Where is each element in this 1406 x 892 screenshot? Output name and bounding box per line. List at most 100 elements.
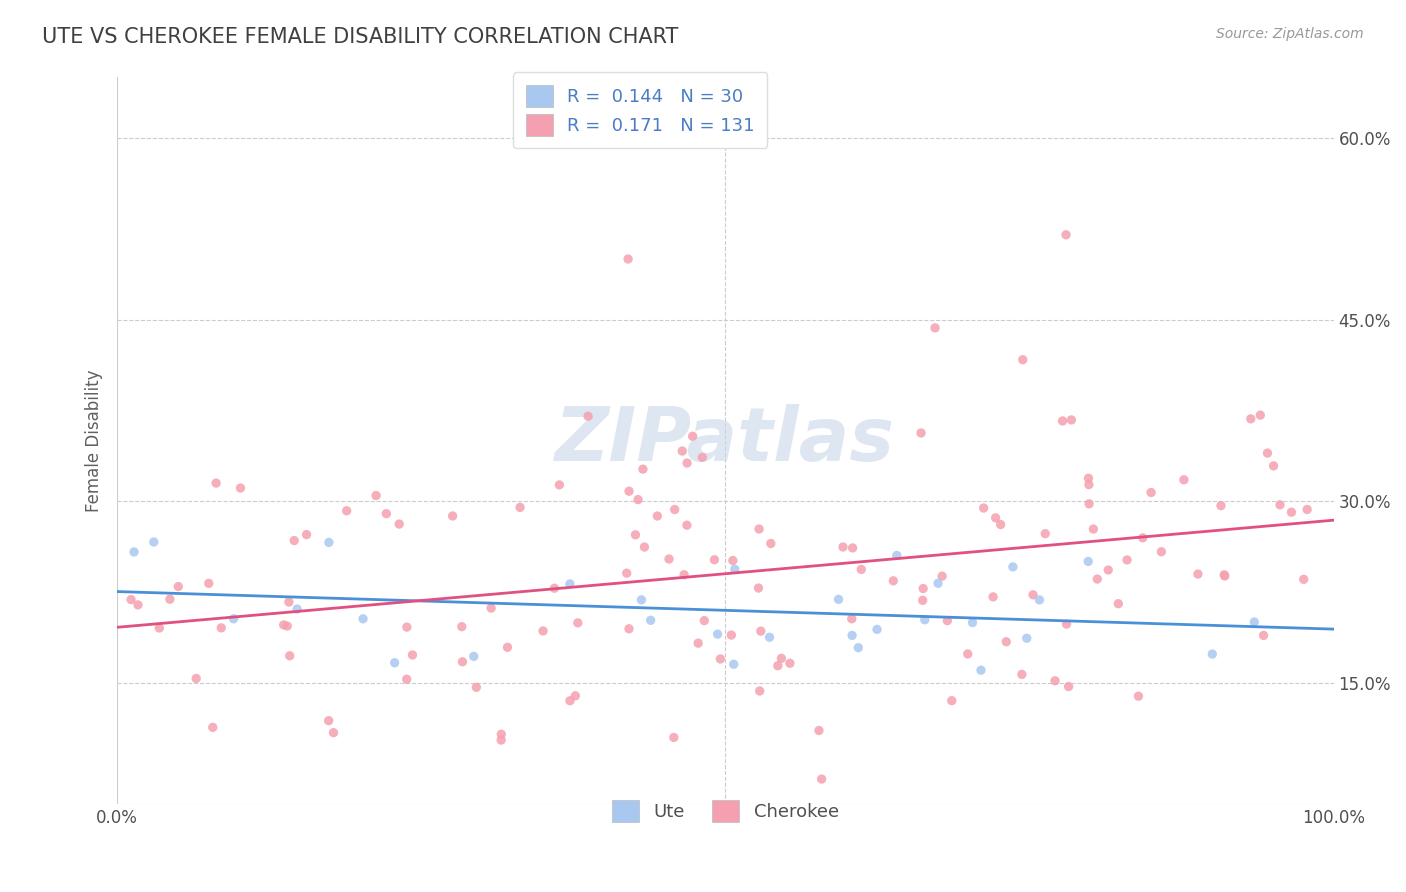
Point (682, 429, 704, 443)
Point (205, 476, 228, 491)
Point (693, 614, 716, 628)
Point (851, 562, 873, 576)
Point (758, 630, 780, 644)
Point (209, 621, 232, 635)
Point (911, 593, 934, 607)
Point (910, 425, 932, 440)
Point (631, 462, 654, 476)
Point (548, 478, 571, 492)
Point (567, 615, 589, 630)
Point (276, 619, 298, 633)
Point (676, 518, 699, 533)
Point (388, 517, 411, 532)
Point (914, 613, 936, 627)
Point (1140, 485, 1163, 500)
Point (576, 409, 599, 424)
Point (1128, 689, 1150, 703)
Point (970, 663, 993, 677)
Point (489, 733, 512, 747)
Point (479, 601, 502, 615)
Point (664, 502, 686, 516)
Point (159, 592, 181, 607)
Point (671, 444, 693, 458)
Point (1043, 673, 1066, 688)
Point (617, 252, 640, 266)
Point (721, 553, 744, 567)
Point (1107, 597, 1129, 611)
Point (564, 689, 586, 703)
Point (336, 504, 359, 518)
Point (273, 618, 295, 632)
Point (1209, 499, 1232, 513)
Point (841, 541, 863, 555)
Point (709, 652, 731, 666)
Point (1243, 615, 1265, 629)
Point (364, 489, 387, 503)
Point (720, 628, 742, 642)
Point (465, 681, 488, 695)
Point (283, 533, 305, 548)
Point (770, 651, 793, 665)
Text: ZIPatlas: ZIPatlas (555, 404, 896, 477)
Point (375, 507, 398, 521)
Point (658, 552, 681, 566)
Point (706, 627, 728, 641)
Point (395, 672, 418, 686)
Point (1249, 408, 1271, 422)
Point (491, 727, 513, 741)
Point (1213, 569, 1236, 583)
Point (1116, 553, 1139, 567)
Point (748, 522, 770, 536)
Point (558, 577, 581, 591)
Point (463, 649, 485, 664)
Point (633, 540, 655, 554)
Point (924, 321, 946, 335)
Point (627, 492, 650, 507)
Point (496, 640, 519, 655)
Point (630, 592, 652, 607)
Point (662, 731, 685, 745)
Point (1173, 473, 1195, 487)
Point (747, 581, 769, 595)
Point (201, 720, 224, 734)
Text: Source: ZipAtlas.com: Source: ZipAtlas.com (1216, 27, 1364, 41)
Point (1213, 567, 1236, 582)
Point (1296, 502, 1319, 516)
Point (748, 684, 770, 698)
Point (509, 500, 531, 515)
Point (616, 566, 638, 581)
Point (703, 553, 725, 567)
Point (543, 581, 565, 595)
Point (278, 648, 301, 663)
Point (142, 535, 165, 549)
Point (1281, 505, 1303, 519)
Point (1028, 593, 1050, 607)
Point (1187, 567, 1209, 582)
Point (984, 511, 1007, 525)
Point (295, 527, 318, 541)
Point (724, 562, 747, 576)
Point (1054, 227, 1077, 242)
Point (395, 620, 418, 634)
Point (962, 615, 984, 630)
Point (277, 595, 299, 609)
Point (1201, 647, 1223, 661)
Point (1292, 572, 1315, 586)
Point (384, 656, 406, 670)
Point (692, 450, 714, 465)
Point (401, 648, 423, 662)
Point (676, 456, 699, 470)
Y-axis label: Female Disability: Female Disability (86, 369, 103, 512)
Point (846, 640, 869, 655)
Point (1132, 531, 1154, 545)
Point (766, 658, 789, 673)
Point (1077, 477, 1099, 491)
Point (318, 714, 340, 728)
Point (647, 508, 669, 523)
Point (807, 723, 830, 738)
Point (981, 590, 1004, 604)
Point (1060, 413, 1083, 427)
Point (841, 628, 863, 642)
Point (148, 621, 170, 635)
Point (749, 624, 772, 639)
